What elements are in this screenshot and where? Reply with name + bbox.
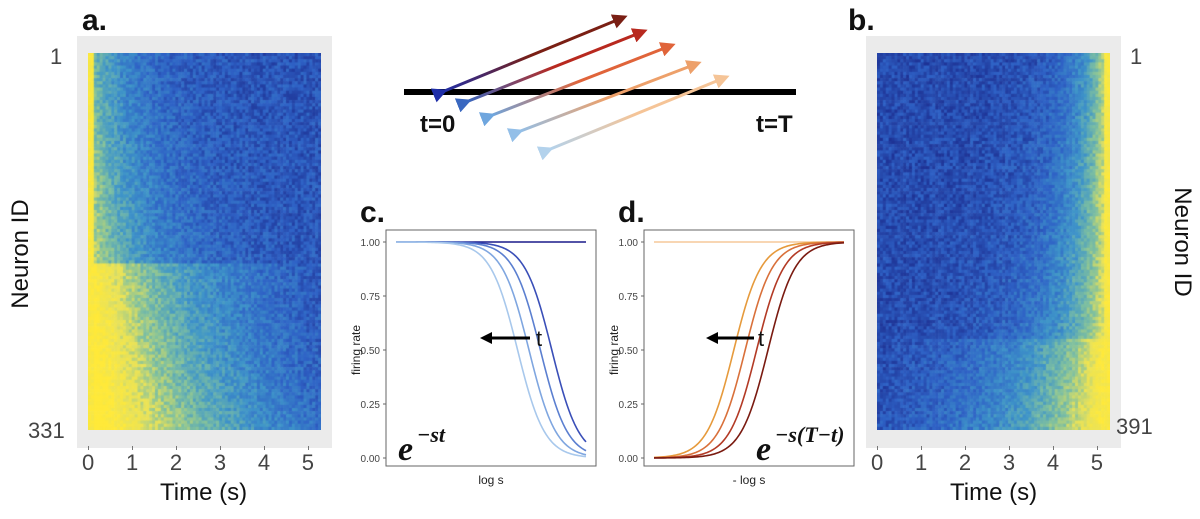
ytick-label: 0.50 bbox=[361, 346, 381, 357]
schematic-arrow bbox=[506, 60, 702, 143]
ytick-label: 1.00 bbox=[619, 238, 639, 249]
series-line bbox=[653, 241, 845, 459]
xtick-label: 4 bbox=[257, 450, 271, 475]
xtick-mark bbox=[877, 446, 878, 450]
ytick-label: 0.00 bbox=[619, 454, 639, 465]
xtick-label: 5 bbox=[301, 450, 315, 475]
ytick-label: 1.00 bbox=[361, 238, 381, 249]
formula-c-exp: −st bbox=[417, 422, 446, 447]
annotation-t-d: t bbox=[758, 326, 764, 351]
heatmap-a-xlabel: Time (s) bbox=[160, 479, 248, 506]
xtick-label: 5 bbox=[1090, 450, 1104, 475]
panel-letter-d: d. bbox=[618, 196, 645, 229]
ytick-label: 0.75 bbox=[361, 292, 381, 303]
xtick-mark bbox=[964, 446, 966, 450]
formula-d-exp: −s(T−t) bbox=[775, 422, 844, 447]
heatmap-b-ytick-top: 1 bbox=[1130, 44, 1143, 69]
xtick-label: 4 bbox=[1046, 450, 1060, 475]
heatmap-b bbox=[877, 53, 1110, 430]
ylabel-c: firing rate bbox=[349, 325, 363, 375]
xlabel-d: - log s bbox=[733, 473, 766, 487]
heatmap-a-ytick-bottom: 331 bbox=[28, 418, 65, 443]
formula-c-base: e bbox=[398, 431, 413, 468]
xtick-mark bbox=[1096, 446, 1098, 450]
formula-d-base: e bbox=[756, 431, 771, 468]
schematic-arrow bbox=[536, 74, 730, 161]
ytick-label: 0.75 bbox=[619, 292, 639, 303]
ytick-label: 0.00 bbox=[361, 454, 381, 465]
panel-letter-b: b. bbox=[848, 4, 875, 37]
series-line bbox=[395, 241, 587, 458]
xtick-mark bbox=[307, 446, 309, 450]
ytick-label: 0.25 bbox=[619, 400, 639, 411]
xlabel-c: log s bbox=[478, 473, 503, 487]
series-line bbox=[653, 241, 845, 459]
series-line bbox=[653, 241, 845, 459]
xtick-label: 1 bbox=[125, 450, 139, 475]
schematic-diagram: t=0 t=T bbox=[404, 14, 796, 161]
xtick-mark bbox=[1052, 446, 1054, 450]
xtick-label: 0 bbox=[871, 450, 884, 475]
xtick-label: 0 bbox=[82, 450, 95, 475]
ytick-label: 0.25 bbox=[361, 400, 381, 411]
xtick-mark bbox=[131, 446, 133, 450]
xtick-mark bbox=[920, 446, 922, 450]
xtick-mark bbox=[175, 446, 177, 450]
ytick-label: 0.50 bbox=[619, 346, 639, 357]
heatmap-a bbox=[88, 53, 321, 430]
panel-letter-c: c. bbox=[360, 196, 386, 229]
plot-frame-d bbox=[643, 229, 855, 467]
heatmap-a-ylabel: Neuron ID bbox=[7, 199, 34, 309]
heatmap-a-ytick-top: 1 bbox=[50, 44, 63, 69]
line-chart-c: 0.00 0.25 0.50 0.75 1.00 firing rate log s t… bbox=[349, 229, 597, 487]
xtick-label: 3 bbox=[1002, 450, 1016, 475]
heatmap-b-ytick-bottom: 391 bbox=[1116, 414, 1153, 439]
xtick-label: 2 bbox=[958, 450, 972, 475]
ylabel-d: firing rate bbox=[607, 325, 621, 375]
xtick-mark bbox=[263, 446, 265, 450]
xtick-label: 1 bbox=[914, 450, 928, 475]
line-chart-d: 0.00 0.25 0.50 0.75 1.00 firing rate - log s… bbox=[607, 229, 855, 487]
xtick-mark bbox=[88, 446, 89, 450]
schematic-start-label: t=0 bbox=[420, 111, 455, 138]
heatmap-b-xlabel: Time (s) bbox=[950, 479, 1038, 506]
annotation-t-c: t bbox=[536, 326, 542, 351]
xtick-mark bbox=[1008, 446, 1010, 450]
heatmap-b-ylabel: Neuron ID bbox=[1169, 187, 1196, 297]
arrowhead-t-c bbox=[480, 332, 492, 344]
xtick-label: 2 bbox=[169, 450, 183, 475]
xtick-mark bbox=[219, 446, 221, 450]
panel-letter-a: a. bbox=[82, 4, 108, 37]
xtick-label: 3 bbox=[213, 450, 227, 475]
arrowhead-t-d bbox=[706, 332, 718, 344]
schematic-arrow bbox=[430, 14, 628, 103]
schematic-end-label: t=T bbox=[756, 111, 793, 138]
